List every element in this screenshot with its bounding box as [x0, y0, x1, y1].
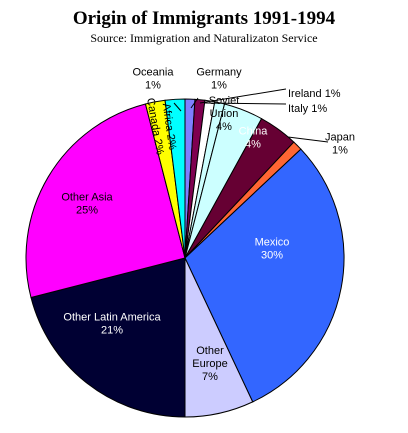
- slice-label-7: Mexico 30%: [255, 237, 290, 262]
- chart-title: Origin of Immigrants 1991-1994: [72, 8, 336, 29]
- slice-label-4: Soviet Union 4%: [209, 95, 240, 133]
- leader-line-0: [173, 102, 182, 112]
- slice-label-2: Ireland 1%: [288, 88, 341, 100]
- pie-slice-10: [25, 103, 186, 299]
- leader-line-2: [199, 88, 287, 104]
- pie-slice-12: [164, 98, 186, 259]
- pie-slice-9: [30, 257, 186, 418]
- slice-label-6: Japan 1%: [325, 132, 355, 157]
- slice-label-0: Oceania 1%: [133, 67, 175, 92]
- leader-line-1: [190, 97, 199, 109]
- slice-label-10: Other Asia 25%: [61, 192, 113, 217]
- slice-label-3: Italy 1%: [288, 103, 327, 115]
- leader-line-3: [204, 102, 287, 105]
- slice-label-8: Other Europe 7%: [192, 345, 227, 383]
- slice-label-5: China 4%: [239, 126, 269, 151]
- slice-label-1: Germany 1%: [196, 67, 242, 92]
- leader-line-6: [287, 136, 329, 143]
- slice-label-9: Other Latin America 21%: [63, 312, 161, 337]
- chart-subtitle: Source: Immigration and Naturalizaton Se…: [90, 31, 318, 45]
- pie-slice-7: [184, 148, 345, 403]
